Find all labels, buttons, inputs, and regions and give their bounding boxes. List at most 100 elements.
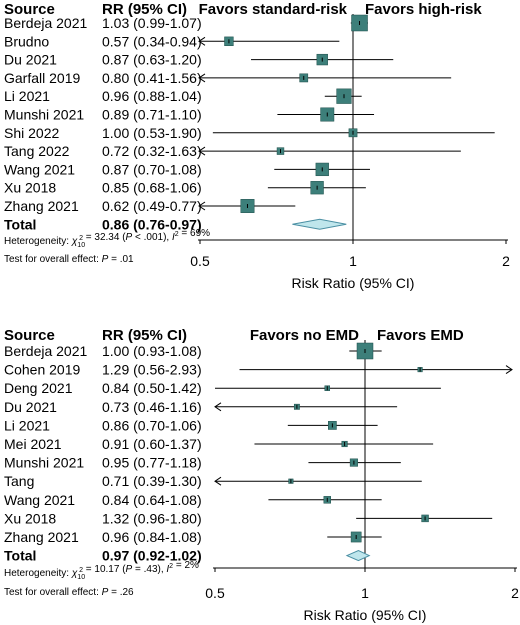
heterogeneity-part: P (126, 564, 133, 575)
study-label: Du 2021 (4, 399, 57, 415)
study-label: Munshi 2021 (4, 455, 84, 471)
heterogeneity-part: I (172, 232, 175, 243)
heterogeneity-part: 2 (79, 567, 83, 574)
heterogeneity-part: P (126, 232, 133, 243)
x-tick-label: 2 (502, 253, 510, 269)
study-label: Du 2021 (4, 52, 57, 68)
overall-effect-part: P (102, 587, 109, 598)
ci-truncated-arrow (198, 146, 206, 156)
ci-truncated-arrow (214, 476, 222, 486)
total-label: Total (4, 216, 36, 232)
study-label: Tang 2022 (4, 143, 70, 159)
ci-truncated-arrow (214, 402, 222, 412)
column-header-source: Source (4, 327, 55, 344)
study-rr-ci: 0.91 (0.60-1.37) (102, 436, 202, 452)
study-label: Wang 2021 (4, 492, 75, 508)
study-label: Xu 2018 (4, 510, 56, 526)
heterogeneity-part: = 2% (173, 560, 199, 571)
ci-truncated-arrow (198, 201, 206, 211)
x-axis-label: Risk Ratio (95% CI) (304, 607, 427, 623)
study-label: Brudno (4, 33, 49, 49)
overall-effect-part: = .26 (108, 587, 134, 598)
x-axis-label: Risk Ratio (95% CI) (292, 275, 415, 291)
study-rr-ci: 0.73 (0.46-1.16) (102, 399, 202, 415)
study-rr-ci: 0.96 (0.84-1.08) (102, 529, 202, 545)
ci-truncated-arrow (198, 73, 206, 83)
study-row: Xu 2018 0.85 (0.68-1.06) (4, 180, 366, 196)
study-row: Deng 2021 0.84 (0.50-1.42) (4, 380, 441, 396)
study-rr-ci: 1.03 (0.99-1.07) (102, 15, 202, 31)
heterogeneity-part: 10 (77, 574, 85, 581)
study-rr-ci: 0.57 (0.34-0.94) (102, 33, 202, 49)
overall-effect-part: = .01 (108, 254, 134, 265)
study-row: Wang 2021 0.87 (0.70-1.08) (4, 161, 370, 177)
x-tick-label: 1 (349, 253, 357, 269)
x-tick-label: 0.5 (205, 585, 225, 601)
study-label: Berdeja 2021 (4, 15, 88, 31)
heterogeneity-part: 2 (169, 563, 173, 570)
study-row: Zhang 2021 0.62 (0.49-0.77) (4, 198, 296, 214)
heterogeneity-part: Heterogeneity: (4, 236, 72, 247)
heterogeneity-part: 2 (175, 231, 179, 238)
study-row: Xu 2018 1.32 (0.96-1.80) (4, 510, 493, 526)
study-row: Du 2021 0.87 (0.63-1.20) (4, 52, 394, 68)
ci-truncated-arrow (198, 36, 206, 46)
study-row: Li 2021 0.86 (0.70-1.06) (4, 417, 378, 433)
favors-right-label: Favors high-risk (365, 1, 482, 18)
study-row: Tang 0.71 (0.39-1.30) (4, 473, 422, 489)
overall-effect-part: Test for overall effect: (4, 587, 102, 598)
study-rr-ci: 1.00 (0.93-1.08) (102, 343, 202, 359)
study-row: Berdeja 2021 1.03 (0.99-1.07) (4, 14, 368, 32)
total-rr-ci: 0.97 (0.92-1.02) (102, 548, 202, 564)
overall-effect-test: Test for overall effect: P = .01 (4, 254, 134, 265)
study-row: Berdeja 2021 1.00 (0.93-1.08) (4, 342, 382, 360)
study-label: Zhang 2021 (4, 529, 79, 545)
study-row: Mei 2021 0.91 (0.60-1.37) (4, 436, 434, 452)
study-label: Wang 2021 (4, 161, 75, 177)
study-rr-ci: 1.29 (0.56-2.93) (102, 362, 202, 378)
column-header-rr: RR (95% CI) (102, 1, 187, 18)
study-rr-ci: 0.84 (0.64-1.08) (102, 492, 202, 508)
study-rr-ci: 0.80 (0.41-1.56) (102, 70, 202, 86)
study-label: Garfall 2019 (4, 70, 80, 86)
study-rr-ci: 0.87 (0.70-1.08) (102, 161, 202, 177)
study-rr-ci: 0.84 (0.50-1.42) (102, 380, 202, 396)
heterogeneity-part: = 10.17 ( (83, 564, 126, 575)
column-header-source: Source (4, 1, 55, 18)
overall-effect-part: Test for overall effect: (4, 254, 102, 265)
favors-left-label: Favors standard-risk (199, 1, 348, 18)
pooled-estimate-diamond (292, 218, 347, 230)
study-label: Shi 2022 (4, 125, 59, 141)
favors-right-label: Favors EMD (377, 327, 464, 344)
study-row: Munshi 2021 0.89 (0.71-1.10) (4, 107, 375, 123)
study-rr-ci: 0.85 (0.68-1.06) (102, 180, 202, 196)
heterogeneity-part: = 32.34 ( (83, 232, 126, 243)
study-rr-ci: 0.62 (0.49-0.77) (102, 198, 202, 214)
study-label: Zhang 2021 (4, 198, 79, 214)
study-row: Du 2021 0.73 (0.46-1.16) (4, 399, 398, 415)
x-tick-label: 0.5 (190, 253, 210, 269)
heterogeneity-part: Heterogeneity: (4, 568, 72, 579)
total-label: Total (4, 548, 36, 564)
study-rr-ci: 0.95 (0.77-1.18) (102, 455, 202, 471)
study-label: Cohen 2019 (4, 362, 81, 378)
study-label: Mei 2021 (4, 436, 62, 452)
forest-plot-1: Source RR (95% CI) Favors standard-risk Fav… (4, 1, 510, 291)
study-row: Tang 2022 0.72 (0.32-1.63) (4, 143, 461, 159)
study-rr-ci: 0.87 (0.63-1.20) (102, 52, 202, 68)
study-rr-ci: 0.86 (0.70-1.06) (102, 417, 202, 433)
heterogeneity-part: = .43), (132, 564, 166, 575)
heterogeneity-part: 10 (77, 242, 85, 249)
study-row: Munshi 2021 0.95 (0.77-1.18) (4, 455, 401, 471)
heterogeneity-part: χ (71, 568, 78, 579)
study-rr-ci: 0.71 (0.39-1.30) (102, 473, 202, 489)
study-row: Shi 2022 1.00 (0.53-1.90) (4, 125, 495, 141)
favors-left-label: Favors no EMD (250, 327, 359, 344)
study-label: Li 2021 (4, 417, 50, 433)
heterogeneity-part: < .001), (132, 232, 172, 243)
heterogeneity-part: = 69% (179, 228, 211, 239)
study-label: Tang (4, 473, 34, 489)
study-row: Garfall 2019 0.80 (0.41-1.56) (4, 70, 452, 86)
study-label: Deng 2021 (4, 380, 73, 396)
pooled-estimate-diamond (345, 550, 371, 562)
